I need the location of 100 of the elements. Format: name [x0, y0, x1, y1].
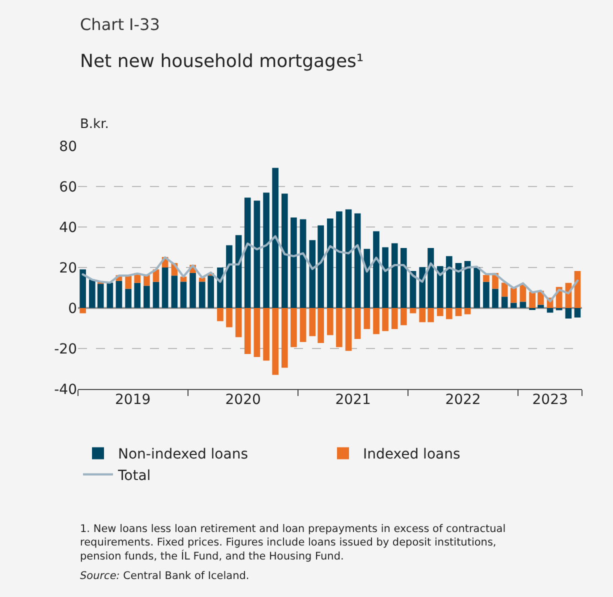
- bar: [455, 263, 462, 308]
- bar: [180, 282, 187, 308]
- bar: [144, 274, 150, 286]
- bar: [190, 272, 196, 308]
- bar: [290, 308, 297, 348]
- bar: [501, 296, 508, 308]
- bar: [464, 308, 471, 314]
- bar: [80, 308, 86, 314]
- bar: [290, 217, 297, 308]
- bar: [510, 302, 517, 308]
- bar: [226, 308, 232, 328]
- bar: [464, 261, 471, 308]
- bar: [538, 304, 544, 308]
- bar: [217, 308, 224, 322]
- bar: [272, 308, 278, 375]
- bar: [483, 274, 490, 282]
- bar: [455, 308, 462, 316]
- bar: [217, 268, 224, 308]
- bar: [492, 288, 498, 308]
- bar: [436, 308, 444, 316]
- bar: [198, 278, 206, 282]
- bar: [244, 308, 251, 354]
- bar: [171, 276, 178, 308]
- bar: [565, 308, 572, 319]
- bar: [400, 308, 407, 326]
- bar: [410, 308, 416, 314]
- bar: [254, 308, 260, 358]
- legend-label: Indexed loans: [363, 446, 460, 463]
- y-tick-label: 60: [59, 179, 77, 196]
- bar: [419, 308, 426, 322]
- bar: [89, 280, 96, 308]
- bar: [520, 302, 526, 308]
- y-tick-label: -40: [54, 382, 77, 398]
- bar: [428, 248, 434, 308]
- y-tick-label: 20: [59, 260, 77, 276]
- bar: [382, 247, 388, 308]
- bar: [80, 269, 86, 308]
- source-note: Source: Central Bank of Iceland.: [80, 570, 250, 582]
- bar: [208, 276, 214, 308]
- bar: [373, 231, 380, 308]
- bar: [345, 308, 352, 351]
- bar: [373, 308, 380, 334]
- bar: [428, 308, 434, 322]
- text: 1. New loans less loan retirement and loan prepayments in excess of contractual requirements. Fixed prices. Figures include loans issued by deposit institutions, pension funds, the ÍL Fund, and the Housing Fund.: [80, 523, 506, 562]
- bar: [382, 308, 388, 332]
- bar: [364, 248, 370, 308]
- bar: [226, 245, 232, 308]
- chart-subtitle: Chart I-33: [80, 15, 160, 34]
- bar: [144, 286, 150, 308]
- line-series: [82, 235, 579, 302]
- bar: [244, 198, 251, 308]
- bar: [106, 282, 114, 308]
- x-tick-label: 2020: [225, 392, 261, 408]
- bar: [318, 225, 324, 308]
- bar: [345, 209, 352, 308]
- bar: [235, 308, 242, 338]
- bar: [436, 266, 444, 308]
- bar: [125, 288, 132, 308]
- bar: [235, 235, 242, 308]
- bar: [529, 292, 536, 308]
- bar: [97, 284, 104, 308]
- bar: [326, 218, 334, 308]
- bar: [474, 267, 480, 308]
- bar: [263, 308, 270, 361]
- bar: [318, 308, 324, 344]
- legend-label: Non-indexed loans: [118, 446, 248, 463]
- bar: [162, 268, 168, 308]
- bar: [282, 308, 288, 368]
- bar: [483, 282, 490, 308]
- chart-title: Net new household mortgages¹: [80, 51, 364, 72]
- legend-label: Total: [117, 468, 151, 484]
- y-tick-label: -20: [54, 341, 77, 358]
- bar: [300, 219, 306, 308]
- x-tick-label: 2019: [115, 392, 151, 408]
- bar: [254, 200, 260, 308]
- bar: [272, 168, 278, 308]
- bar: [400, 248, 407, 308]
- bar: [546, 308, 554, 313]
- bar: [198, 282, 206, 308]
- bar: [354, 213, 361, 308]
- bar: [300, 308, 306, 342]
- bar: [336, 211, 342, 308]
- bar: [364, 308, 370, 330]
- y-axis-title: B.kr.: [80, 117, 109, 132]
- bar: [574, 308, 581, 318]
- bar: [391, 308, 398, 330]
- bar: [309, 308, 316, 336]
- bar: [282, 194, 288, 308]
- bar: [336, 308, 342, 348]
- x-tick-label: 2023: [532, 392, 568, 408]
- bar: [354, 308, 361, 339]
- y-tick-label: 80: [59, 138, 77, 155]
- x-tick-label: 2021: [335, 392, 371, 408]
- bar: [419, 267, 426, 308]
- bar: [501, 282, 508, 297]
- bar: [510, 288, 517, 303]
- bar: [263, 192, 270, 308]
- y-tick-label: 40: [59, 220, 77, 236]
- bar: [152, 282, 160, 308]
- bar: [134, 282, 141, 308]
